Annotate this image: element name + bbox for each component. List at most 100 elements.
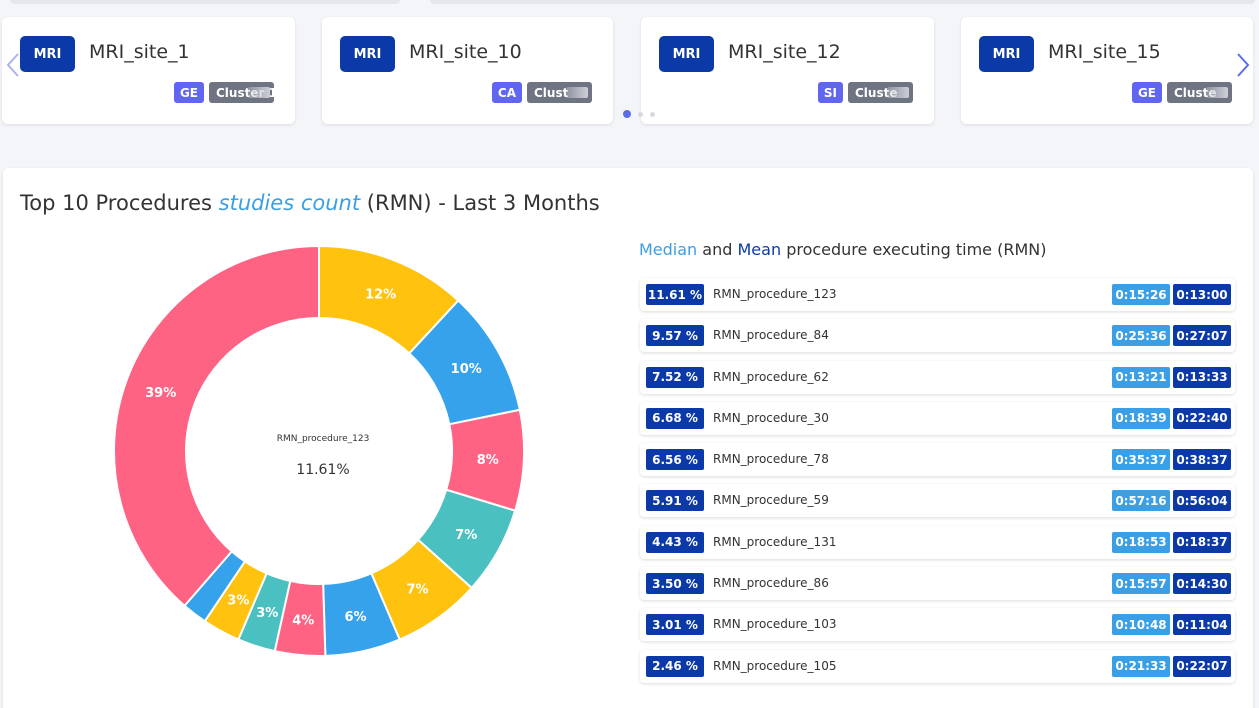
site-card[interactable]: MRI MRI_site_1 GE Cluster 1 [2, 17, 295, 124]
mean-time-badge: 0:11:04 [1173, 614, 1231, 636]
donut-slice-label: 6% [344, 610, 366, 625]
percent-badge: 5.91 % [646, 490, 704, 512]
brand-tag: GE [1131, 82, 1162, 103]
previous-section-edge [430, 0, 1255, 4]
donut-slice-label: 3% [256, 606, 278, 621]
procedure-row[interactable]: 11.61 % RMN_procedure_123 0:15:26 0:13:0… [640, 278, 1235, 311]
percent-badge: 9.57 % [646, 325, 704, 347]
cluster-tag: Cluste [1167, 82, 1232, 103]
title-rest: procedure executing time (RMN) [786, 240, 1047, 259]
site-name: MRI_site_12 [728, 41, 841, 63]
site-tags: GE Cluste [1131, 82, 1232, 103]
redaction-blur [887, 87, 909, 98]
procedure-row[interactable]: 3.50 % RMN_procedure_86 0:15:57 0:14:30 [640, 567, 1235, 601]
donut-slice-label: 3% [227, 593, 249, 608]
percent-badge: 6.68 % [646, 407, 704, 429]
procedure-row[interactable]: 4.43 % RMN_procedure_131 0:18:53 0:18:37 [640, 525, 1235, 559]
donut-slice-label: 8% [477, 453, 499, 468]
percent-badge: 11.61 % [646, 284, 704, 305]
site-name: MRI_site_1 [89, 41, 190, 63]
brand-tag: CA [491, 82, 522, 103]
donut-center-value: 11.61% [296, 462, 350, 478]
procedure-row[interactable]: 6.68 % RMN_procedure_30 0:18:39 0:22:40 [640, 401, 1235, 435]
title-median: Median [639, 240, 698, 259]
procedure-name: RMN_procedure_103 [713, 617, 837, 632]
donut-slice-label: 7% [406, 582, 428, 597]
procedure-name: RMN_procedure_78 [713, 452, 829, 467]
modality-badge: MRI [979, 36, 1034, 72]
median-time-badge: 0:18:53 [1112, 531, 1170, 553]
site-tags: CA Clust [491, 82, 592, 103]
site-card[interactable]: MRI MRI_site_15 GE Cluste [961, 17, 1253, 124]
title-suffix: (RMN) - Last 3 Months [366, 191, 600, 215]
median-time-badge: 0:35:37 [1112, 449, 1170, 471]
donut-slice-label: 4% [292, 613, 314, 628]
donut-slice-label: 39% [145, 386, 176, 401]
brand-tag: SI [817, 82, 843, 103]
procedure-row[interactable]: 2.46 % RMN_procedure_105 0:21:33 0:22:07 [640, 649, 1235, 683]
procedure-row[interactable]: 5.91 % RMN_procedure_59 0:57:16 0:56:04 [640, 484, 1235, 518]
mean-time-badge: 0:56:04 [1173, 490, 1231, 512]
site-name: MRI_site_10 [409, 41, 522, 63]
site-tags: GE Cluster 1 [173, 82, 274, 103]
cluster-tag-text: Cluste [855, 85, 898, 100]
donut-slice[interactable] [113, 244, 320, 608]
procedure-name: RMN_procedure_86 [713, 576, 829, 591]
modality-badge: MRI [340, 36, 395, 72]
donut-slice-label: 12% [365, 288, 396, 303]
percent-badge: 6.56 % [646, 449, 704, 471]
cluster-tag: Cluste [848, 82, 913, 103]
site-tags: SI Cluste [817, 82, 913, 103]
chevron-left-icon[interactable] [6, 52, 20, 78]
pagination-dot[interactable] [623, 110, 631, 118]
top-procedures-panel: Top 10 Procedures studies count (RMN) - … [3, 168, 1253, 708]
procedure-row[interactable]: 9.57 % RMN_procedure_84 0:25:36 0:27:07 [640, 319, 1235, 353]
mean-time-badge: 0:18:37 [1173, 531, 1231, 553]
donut-slice-label: 7% [455, 528, 477, 543]
percent-badge: 7.52 % [646, 366, 704, 388]
donut-center-label: RMN_procedure_123 [276, 434, 370, 444]
procedure-name: RMN_procedure_105 [713, 658, 837, 673]
procedure-row[interactable]: 7.52 % RMN_procedure_62 0:13:21 0:13:33 [640, 360, 1235, 394]
cluster-tag-text: Clust [534, 85, 569, 100]
times-table-title: Median and Mean procedure executing time… [639, 240, 1046, 259]
title-and: and [702, 240, 733, 259]
previous-section-edge [10, 0, 400, 4]
mean-time-badge: 0:13:33 [1173, 366, 1231, 388]
mean-time-badge: 0:14:30 [1173, 573, 1231, 595]
chevron-right-icon[interactable] [1236, 52, 1250, 78]
pagination-dot[interactable] [650, 111, 655, 117]
donut-chart[interactable]: 12% 10% 8% 7% 7% 6% 4% 3% 3% 39% [113, 244, 525, 657]
median-time-badge: 0:15:26 [1112, 284, 1170, 305]
donut-svg: 12% 10% 8% 7% 7% 6% 4% 3% 3% 39% [113, 244, 525, 657]
title-accent: studies count [218, 191, 361, 215]
brand-tag: GE [173, 82, 204, 103]
modality-badge: MRI [659, 36, 714, 72]
median-time-badge: 0:15:57 [1112, 573, 1170, 595]
redaction-blur [566, 87, 588, 98]
title-mean: Mean [737, 240, 782, 259]
median-time-badge: 0:18:39 [1112, 407, 1170, 429]
mean-time-badge: 0:38:37 [1173, 449, 1231, 471]
procedure-name: RMN_procedure_30 [713, 410, 829, 425]
median-time-badge: 0:21:33 [1112, 655, 1170, 677]
procedure-times-list: 11.61 % RMN_procedure_123 0:15:26 0:13:0… [640, 278, 1235, 691]
cluster-tag: Clust [527, 82, 592, 103]
procedure-row[interactable]: 3.01 % RMN_procedure_103 0:10:48 0:11:04 [640, 608, 1235, 642]
site-card[interactable]: MRI MRI_site_10 CA Clust [322, 17, 613, 124]
panel-title: Top 10 Procedures studies count (RMN) - … [20, 191, 600, 215]
pagination-dot[interactable] [638, 111, 643, 117]
site-card[interactable]: MRI MRI_site_12 SI Cluste [641, 17, 934, 124]
median-time-badge: 0:13:21 [1112, 366, 1170, 388]
procedure-name: RMN_procedure_123 [713, 287, 837, 301]
percent-badge: 3.50 % [646, 573, 704, 595]
mean-time-badge: 0:27:07 [1173, 325, 1231, 347]
median-time-badge: 0:10:48 [1112, 614, 1170, 636]
percent-badge: 2.46 % [646, 655, 704, 677]
median-time-badge: 0:57:16 [1112, 490, 1170, 512]
procedure-name: RMN_procedure_59 [713, 493, 829, 508]
site-name: MRI_site_15 [1048, 41, 1161, 63]
procedure-row[interactable]: 6.56 % RMN_procedure_78 0:35:37 0:38:37 [640, 443, 1235, 477]
modality-badge: MRI [20, 36, 75, 72]
procedure-name: RMN_procedure_62 [713, 369, 829, 384]
